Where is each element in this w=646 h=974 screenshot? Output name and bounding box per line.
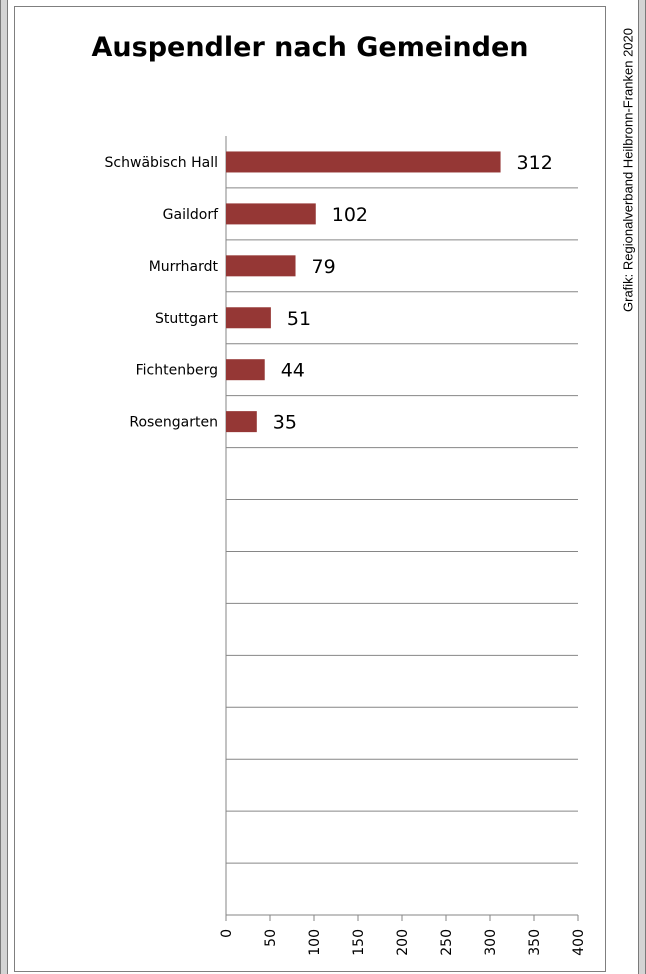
chart-title: Auspendler nach Gemeinden	[91, 32, 529, 63]
data-label: 312	[517, 152, 553, 174]
x-tick-label: 50	[263, 929, 279, 947]
bar	[226, 307, 271, 329]
category-label: Murrhardt	[149, 259, 219, 275]
x-tick-label: 300	[483, 929, 499, 956]
category-label: Fichtenberg	[136, 363, 218, 379]
data-label: 35	[273, 412, 297, 434]
category-label: Stuttgart	[155, 311, 218, 327]
data-label: 102	[332, 204, 368, 226]
x-tick-label: 250	[439, 929, 455, 956]
bar	[226, 359, 265, 381]
x-tick-label: 0	[219, 929, 235, 938]
x-tick-label: 200	[395, 929, 411, 956]
data-label: 44	[281, 360, 305, 382]
bar	[226, 255, 296, 277]
category-label: Gaildorf	[163, 207, 219, 223]
left-border	[0, 0, 8, 974]
x-tick-label: 150	[351, 929, 367, 956]
x-tick-label: 400	[571, 929, 587, 956]
bar	[226, 151, 501, 173]
x-tick-label: 350	[527, 929, 543, 956]
category-label: Schwäbisch Hall	[105, 155, 218, 171]
data-label: 51	[287, 308, 311, 330]
bar	[226, 411, 257, 433]
data-label: 79	[312, 256, 336, 278]
category-label: Rosengarten	[129, 415, 218, 431]
x-tick-label: 100	[307, 929, 323, 956]
bar	[226, 203, 316, 225]
